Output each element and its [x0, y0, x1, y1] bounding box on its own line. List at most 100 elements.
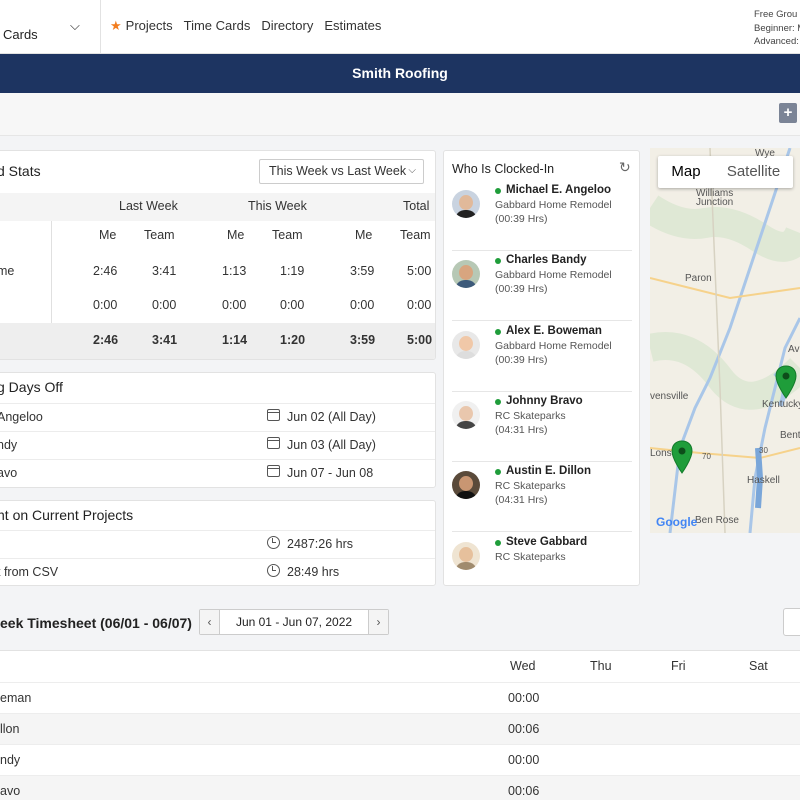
- nav-link-time-cards[interactable]: Time Cards: [183, 18, 251, 33]
- time-spent-card: nt on Current Projects 2487:26 hrs t fro…: [0, 500, 436, 586]
- map-label: Ben Rose: [695, 515, 739, 526]
- divider: [51, 221, 52, 323]
- employee-name: avo: [0, 784, 21, 798]
- header-this-week: This Week: [248, 199, 307, 213]
- chevron-left-icon[interactable]: ‹: [200, 610, 220, 634]
- list-item[interactable]: avo Jun 07 - Jun 08: [0, 459, 435, 487]
- toolbar: [0, 93, 800, 136]
- map-label: Wye: [755, 148, 775, 159]
- person-project: RC Skateparks: [495, 480, 566, 492]
- person-name: Alex E. Boweman: [506, 325, 602, 337]
- plan-info-line: Advanced: M: [754, 36, 800, 47]
- days-off-date: Jun 07 - Jun 08: [287, 466, 374, 480]
- clock-icon: [267, 536, 280, 549]
- satellite-tab[interactable]: Satellite: [726, 163, 781, 180]
- list-item[interactable]: Angeloo Jun 02 (All Day): [0, 403, 435, 431]
- cell: 1:13: [222, 264, 247, 278]
- person-project: Gabbard Home Remodel: [495, 199, 612, 211]
- clock-icon: [267, 564, 280, 577]
- online-status-dot: [495, 469, 501, 475]
- map-label: Junction: [696, 197, 734, 208]
- person-hours: (04:31 Hrs): [495, 424, 548, 436]
- google-logo: Google: [656, 515, 698, 529]
- clocked-in-person[interactable]: Johnny Bravo RC Skateparks (04:31 Hrs): [452, 392, 632, 462]
- project-name: t from CSV: [0, 565, 59, 579]
- online-status-dot: [495, 329, 501, 335]
- nav-link-projects[interactable]: ★ Projects: [110, 18, 173, 33]
- table-row[interactable]: llon 00:06: [0, 713, 800, 744]
- person-project: RC Skateparks: [495, 551, 566, 563]
- day-header: Thu: [590, 659, 612, 673]
- cell: 3:59: [350, 264, 375, 278]
- day-header: Wed: [510, 659, 536, 673]
- employee-name: ndy: [0, 438, 18, 452]
- map[interactable]: Map Satellite Wye Williams Junction Paro…: [650, 148, 800, 533]
- cell: 0:00: [350, 298, 375, 312]
- col-me: Me: [227, 228, 245, 242]
- date-range-picker: ‹ Jun 01 - Jun 07, 2022 ›: [199, 609, 389, 635]
- add-widget-button[interactable]: +: [779, 103, 797, 123]
- col-me: Me: [99, 228, 117, 242]
- cell: 0:00: [152, 298, 177, 312]
- online-status-dot: [495, 399, 501, 405]
- timesheet-action-button[interactable]: [783, 608, 800, 636]
- person-name: Michael E. Angeloo: [506, 184, 612, 196]
- hours-cell: 00:06: [508, 722, 540, 736]
- period-select[interactable]: This Week vs Last Week ⌵: [259, 159, 424, 184]
- company-banner: Smith Roofing: [0, 54, 800, 93]
- nav-link-estimates[interactable]: Estimates: [324, 18, 382, 33]
- total-cell: 1:20: [280, 333, 306, 347]
- employee-name: Angeloo: [0, 410, 43, 424]
- days-off-title: g Days Off: [0, 379, 63, 395]
- cell: 0:00: [407, 298, 432, 312]
- cell: 3:41: [152, 264, 177, 278]
- row-label: me: [0, 264, 15, 278]
- person-hours: (00:39 Hrs): [495, 283, 548, 295]
- project-hours: 2487:26 hrs: [287, 537, 354, 551]
- time-spent-title: nt on Current Projects: [0, 507, 134, 523]
- top-nav: Cards ⌵ ★ Projects Time Cards Directory E…: [0, 0, 800, 54]
- plan-info: Free Grou Beginner: M Advanced: M: [754, 8, 800, 49]
- calendar-icon: [267, 437, 280, 449]
- table-row[interactable]: eman 00:00: [0, 682, 800, 713]
- refresh-icon[interactable]: ↻: [619, 159, 631, 175]
- employee-name: avo: [0, 466, 18, 480]
- module-select[interactable]: Cards ⌵: [0, 0, 101, 54]
- total-cell: 3:41: [152, 333, 178, 347]
- list-item[interactable]: ndy Jun 03 (All Day): [0, 431, 435, 459]
- map-label: Williams: [696, 188, 734, 199]
- map-label: Haskell: [747, 475, 780, 486]
- map-label: 30: [759, 446, 768, 455]
- table-row[interactable]: avo 00:06: [0, 775, 800, 800]
- hours-cell: 00:06: [508, 784, 540, 798]
- cell: 0:00: [280, 298, 305, 312]
- avatar: [452, 542, 480, 570]
- map-label: Paron: [685, 273, 712, 284]
- table-row[interactable]: ndy 00:00: [0, 744, 800, 775]
- chevron-right-icon[interactable]: ›: [368, 610, 388, 634]
- col-team: Team: [400, 228, 431, 242]
- date-range-value[interactable]: Jun 01 - Jun 07, 2022: [235, 615, 353, 629]
- map-type-toggle: Map Satellite: [658, 156, 793, 188]
- clocked-in-person[interactable]: Charles Bandy Gabbard Home Remodel (00:3…: [452, 251, 632, 321]
- quick-links: ★ Projects Time Cards Directory Estimates: [110, 18, 381, 34]
- total-cell: 3:59: [350, 333, 376, 347]
- map-marker-icon[interactable]: [671, 440, 693, 474]
- map-marker-icon[interactable]: [775, 365, 797, 399]
- calendar-icon: [267, 465, 280, 477]
- stats-sub-header: Me Team Me Team Me Team: [0, 228, 435, 248]
- nav-link-directory[interactable]: Directory: [261, 18, 314, 33]
- clocked-in-person[interactable]: Michael E. Angeloo Gabbard Home Remodel …: [452, 181, 632, 251]
- list-item[interactable]: t from CSV 28:49 hrs: [0, 558, 435, 585]
- days-off-date: Jun 03 (All Day): [287, 438, 376, 452]
- list-item[interactable]: 2487:26 hrs: [0, 530, 435, 558]
- clocked-in-person[interactable]: Austin E. Dillon RC Skateparks (04:31 Hr…: [452, 462, 632, 532]
- cell: 0:00: [93, 298, 118, 312]
- hours-cell: 00:00: [508, 691, 540, 705]
- clocked-in-person[interactable]: Steve Gabbard RC Skateparks: [452, 533, 632, 585]
- clocked-in-person[interactable]: Alex E. Boweman Gabbard Home Remodel (00…: [452, 322, 632, 392]
- person-name: Austin E. Dillon: [506, 465, 591, 477]
- map-tab[interactable]: Map: [671, 163, 701, 180]
- person-name: Steve Gabbard: [506, 536, 588, 548]
- stats-card: d Stats This Week vs Last Week ⌵ Last We…: [0, 150, 436, 360]
